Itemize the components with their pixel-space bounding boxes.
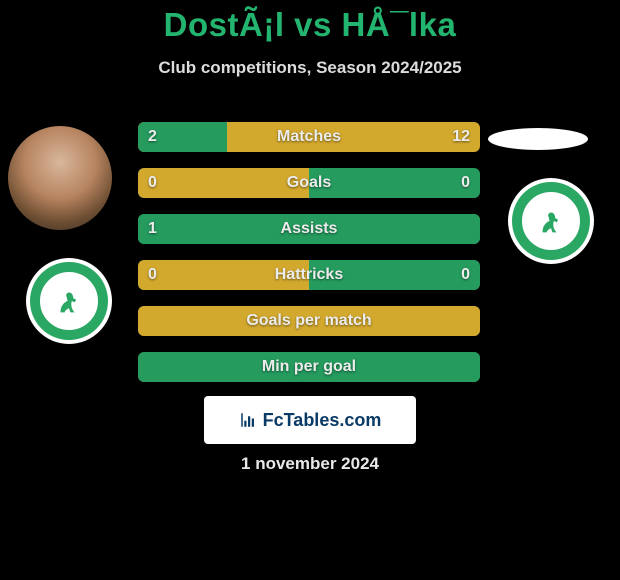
stat-label: Assists [138, 214, 480, 244]
page-title: DostÃ¡l vs HÅ¯lka [0, 0, 620, 44]
stat-label: Min per goal [138, 352, 480, 382]
stat-bars: 2 Matches 12 0 Goals 0 1 Assists 0 Hattr… [138, 122, 480, 398]
subtitle: Club competitions, Season 2024/2025 [0, 58, 620, 78]
stat-label: Goals per match [138, 306, 480, 336]
player-left-avatar [8, 126, 112, 230]
club-badge-ring [512, 182, 590, 260]
club-badge-left [26, 258, 112, 344]
stat-row-assists: 1 Assists [138, 214, 480, 244]
stat-value-right [460, 306, 480, 336]
player-right-avatar [488, 128, 588, 150]
stat-row-gpm: Goals per match [138, 306, 480, 336]
stat-row-matches: 2 Matches 12 [138, 122, 480, 152]
fctables-banner[interactable]: FcTables.com [204, 396, 416, 444]
stat-label: Matches [138, 122, 480, 152]
stat-row-goals: 0 Goals 0 [138, 168, 480, 198]
club-badge-ring [30, 262, 108, 340]
banner-text: FcTables.com [263, 410, 382, 431]
stat-row-hattricks: 0 Hattricks 0 [138, 260, 480, 290]
stat-value-right: 0 [451, 168, 480, 198]
kangaroo-icon [52, 284, 86, 318]
stat-value-right [460, 214, 480, 244]
stat-value-right [460, 352, 480, 382]
stat-value-right: 12 [442, 122, 480, 152]
stat-label: Hattricks [138, 260, 480, 290]
date-text: 1 november 2024 [0, 454, 620, 474]
chart-icon [239, 411, 257, 429]
stat-row-mpg: Min per goal [138, 352, 480, 382]
stat-label: Goals [138, 168, 480, 198]
club-badge-right [508, 178, 594, 264]
kangaroo-icon [534, 204, 568, 238]
stat-value-right: 0 [451, 260, 480, 290]
